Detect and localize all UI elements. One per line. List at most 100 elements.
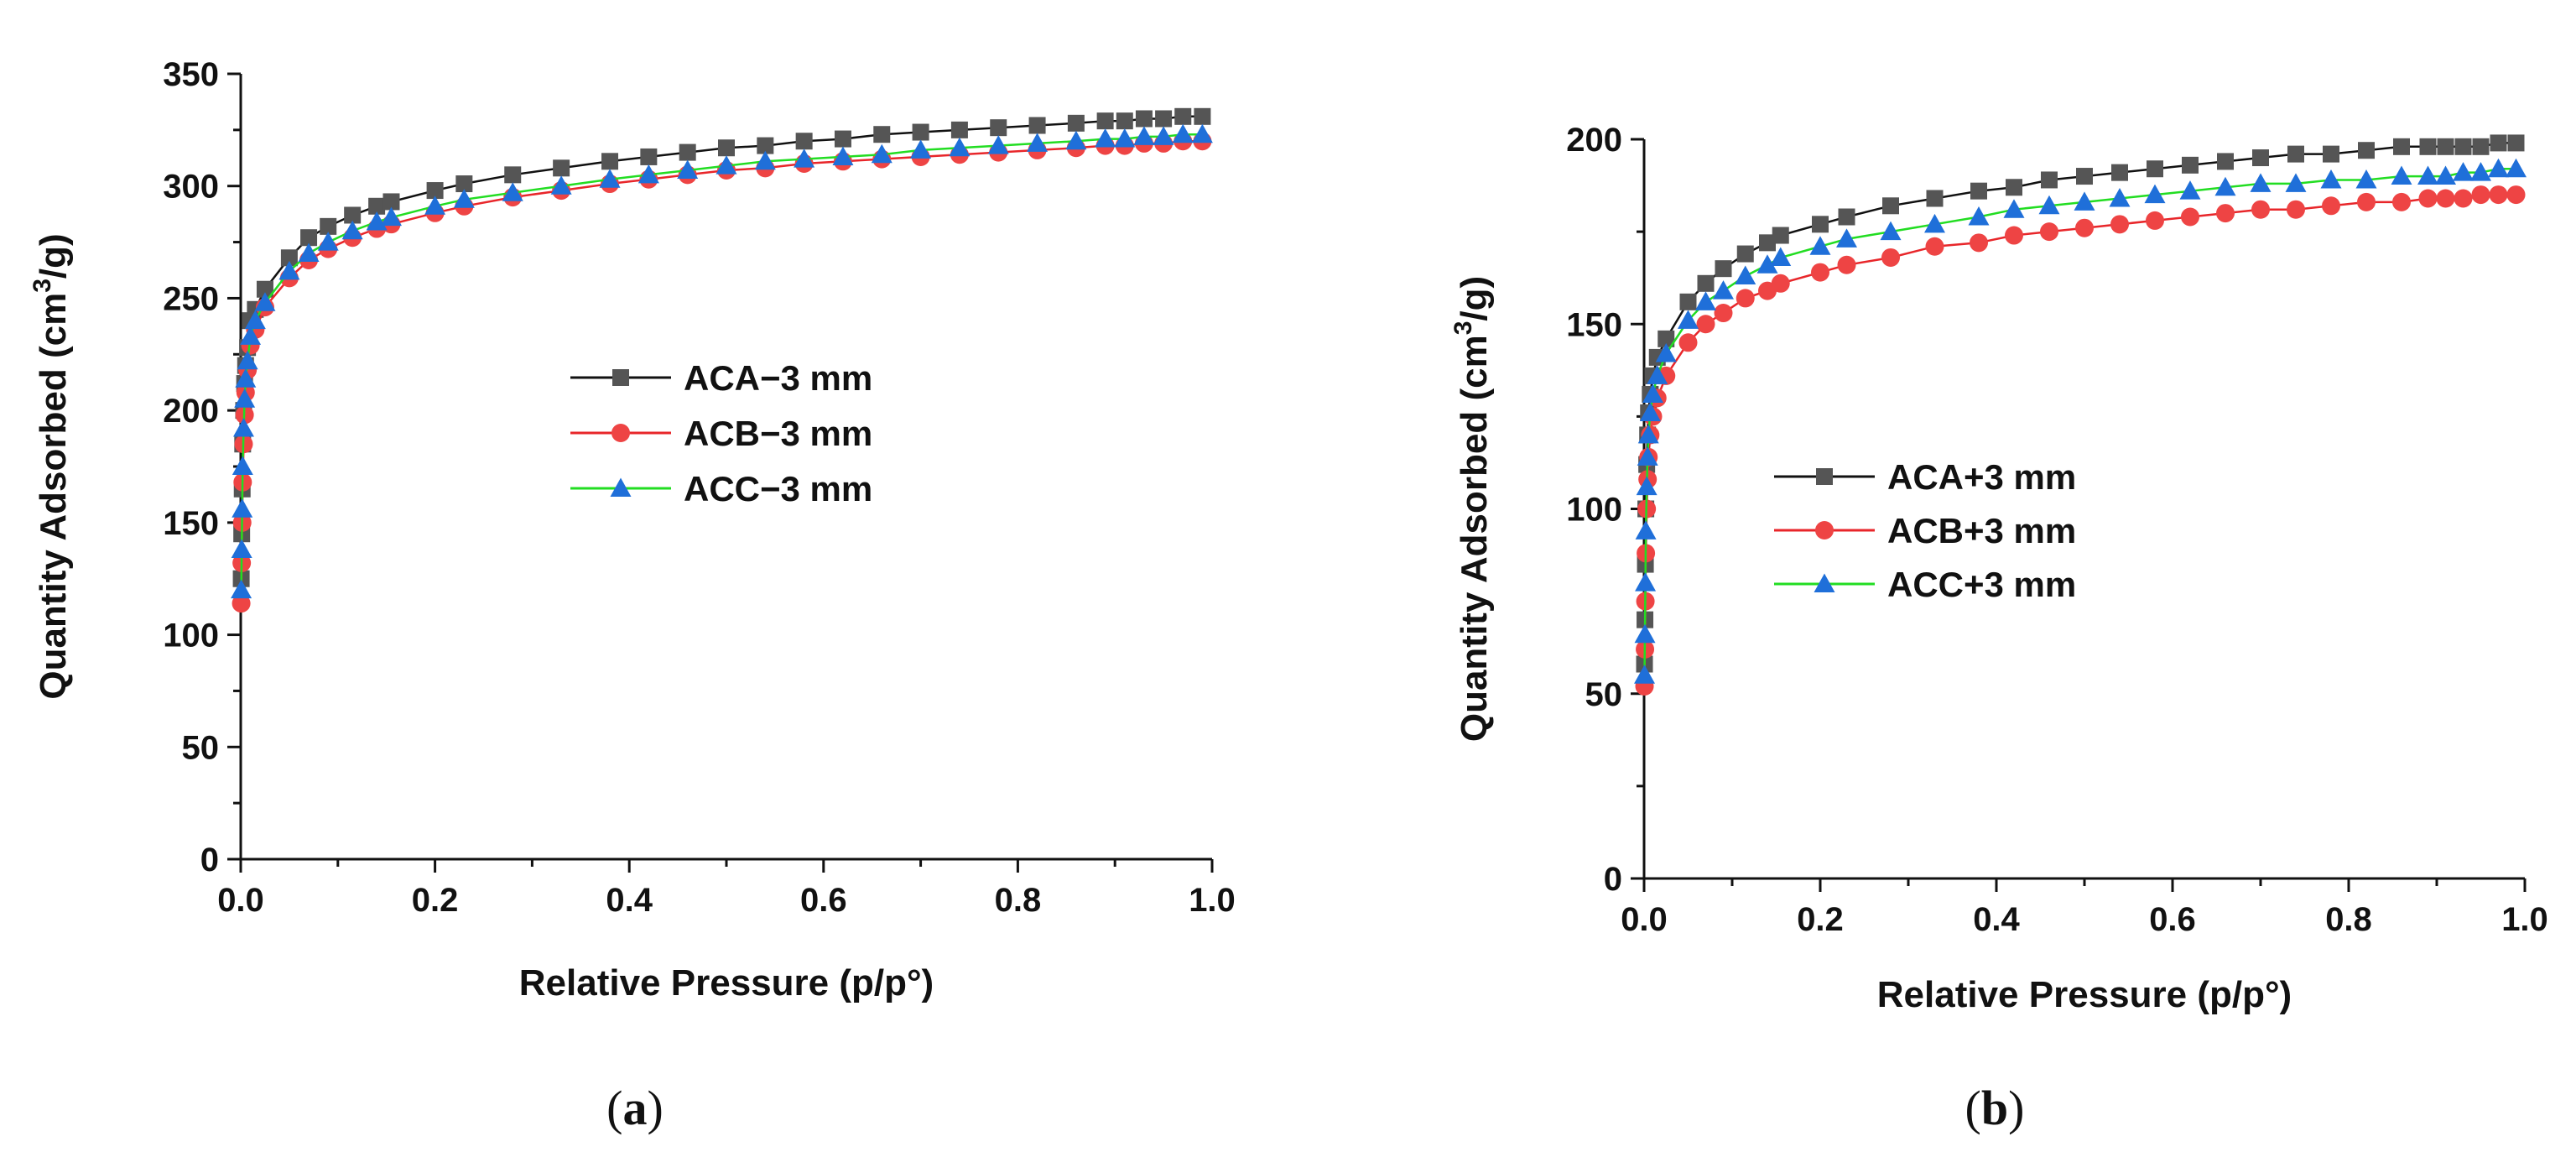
- data-point: [1635, 520, 1657, 540]
- data-point: [1634, 623, 1656, 644]
- data-point: [232, 418, 254, 437]
- data-point: [1065, 130, 1087, 150]
- data-point: [2488, 158, 2509, 178]
- data-point: [298, 242, 320, 262]
- legend: ACA−3 mm ACB−3 mm ACC−3 mm: [570, 358, 872, 508]
- data-point: [553, 159, 570, 177]
- panel-label: (a): [606, 1081, 664, 1135]
- data-point: [2179, 180, 2201, 200]
- data-point: [949, 137, 971, 157]
- data-point: [2418, 189, 2438, 208]
- data-point: [1634, 665, 1656, 684]
- x-tick-label: 0.0: [1621, 901, 1668, 938]
- data-point: [2251, 200, 2270, 219]
- data-point: [1925, 237, 1944, 256]
- data-point: [2287, 145, 2304, 163]
- data-point: [244, 310, 266, 330]
- data-point: [1926, 190, 1944, 207]
- series-line: [240, 133, 1203, 591]
- data-point: [716, 155, 737, 175]
- data-point: [718, 139, 735, 157]
- data-point: [231, 579, 252, 599]
- data-point: [2507, 134, 2525, 152]
- data-point: [832, 146, 854, 165]
- panel-label-letter: b: [1981, 1081, 2008, 1135]
- panel-label-open: (: [606, 1081, 622, 1135]
- data-point: [677, 159, 699, 179]
- data-point: [2109, 187, 2131, 207]
- legend-marker: [611, 424, 630, 442]
- data-point: [237, 350, 258, 370]
- y-axis-title-prefix: Quantity Adsorbed (cm: [1454, 335, 1495, 742]
- y-axis-title-prefix: Quantity Adsorbed (cm: [33, 293, 74, 700]
- data-point: [1970, 233, 1988, 253]
- data-point: [1880, 221, 1902, 241]
- data-point: [1636, 476, 1657, 496]
- data-point: [1096, 112, 1114, 130]
- series-line: [1643, 167, 2516, 675]
- legend: ACA+3 mm ACB+3 mm ACC+3 mm: [1774, 457, 2076, 604]
- y-tick-label: 150: [163, 505, 219, 542]
- data-point: [1759, 234, 1776, 252]
- legend-marker: [1814, 573, 1835, 592]
- panel-label: (b): [1965, 1081, 2025, 1135]
- data-point: [679, 143, 696, 161]
- data-point: [232, 456, 253, 475]
- data-point: [2040, 222, 2058, 242]
- x-tick-label: 1.0: [2501, 901, 2548, 938]
- data-point: [1836, 228, 1857, 248]
- y-axis-title: Quantity Adsorbed (cm3/g): [29, 233, 74, 699]
- data-point: [1635, 572, 1657, 592]
- data-point: [341, 220, 363, 240]
- data-point: [2041, 171, 2058, 189]
- data-point: [2490, 134, 2507, 152]
- data-point: [1697, 274, 1715, 292]
- data-point: [2006, 179, 2022, 196]
- data-point: [1811, 263, 1829, 282]
- series-line: [240, 115, 1203, 579]
- legend-label: ACC+3 mm: [1887, 565, 2076, 604]
- y-tick-label: 350: [163, 56, 219, 93]
- data-point: [873, 126, 891, 143]
- series-line: [1643, 142, 2516, 665]
- data-point: [1114, 128, 1136, 148]
- data-point: [2146, 211, 2164, 230]
- series-triangle: [1634, 158, 2527, 684]
- data-point: [1756, 254, 1778, 274]
- data-point: [950, 121, 968, 138]
- data-point: [504, 166, 522, 184]
- data-point: [2471, 185, 2490, 205]
- series-circle: [1635, 185, 2526, 696]
- series-triangle: [231, 123, 1213, 599]
- y-axis-title-suffix: /g): [33, 233, 74, 279]
- data-point: [1735, 265, 1756, 284]
- data-point: [2417, 165, 2438, 185]
- data-point: [1639, 402, 1661, 421]
- data-point: [2453, 162, 2474, 181]
- data-point: [2144, 184, 2166, 204]
- data-point: [1637, 424, 1659, 444]
- data-point: [757, 137, 774, 154]
- data-point: [1713, 280, 1734, 300]
- legend-marker: [1816, 468, 1833, 485]
- data-point: [2357, 192, 2376, 211]
- data-point: [1655, 342, 1677, 362]
- legend-label: ACA+3 mm: [1887, 457, 2076, 497]
- data-point: [2005, 226, 2023, 245]
- data-point: [368, 197, 386, 215]
- data-point: [2110, 215, 2129, 234]
- data-point: [1770, 247, 1792, 266]
- data-point: [2506, 185, 2526, 205]
- data-point: [2454, 189, 2473, 208]
- data-point: [1194, 107, 1211, 125]
- x-axis-title: Relative Pressure (p/p°): [1877, 974, 2292, 1015]
- x-tick-label: 0.4: [1973, 901, 2020, 938]
- data-point: [2076, 168, 2093, 185]
- data-point: [1771, 274, 1790, 293]
- data-point: [455, 175, 473, 193]
- data-point: [2435, 165, 2456, 185]
- data-point: [2182, 156, 2199, 174]
- data-point: [2472, 138, 2490, 155]
- data-point: [1736, 245, 1754, 263]
- data-point: [640, 148, 658, 165]
